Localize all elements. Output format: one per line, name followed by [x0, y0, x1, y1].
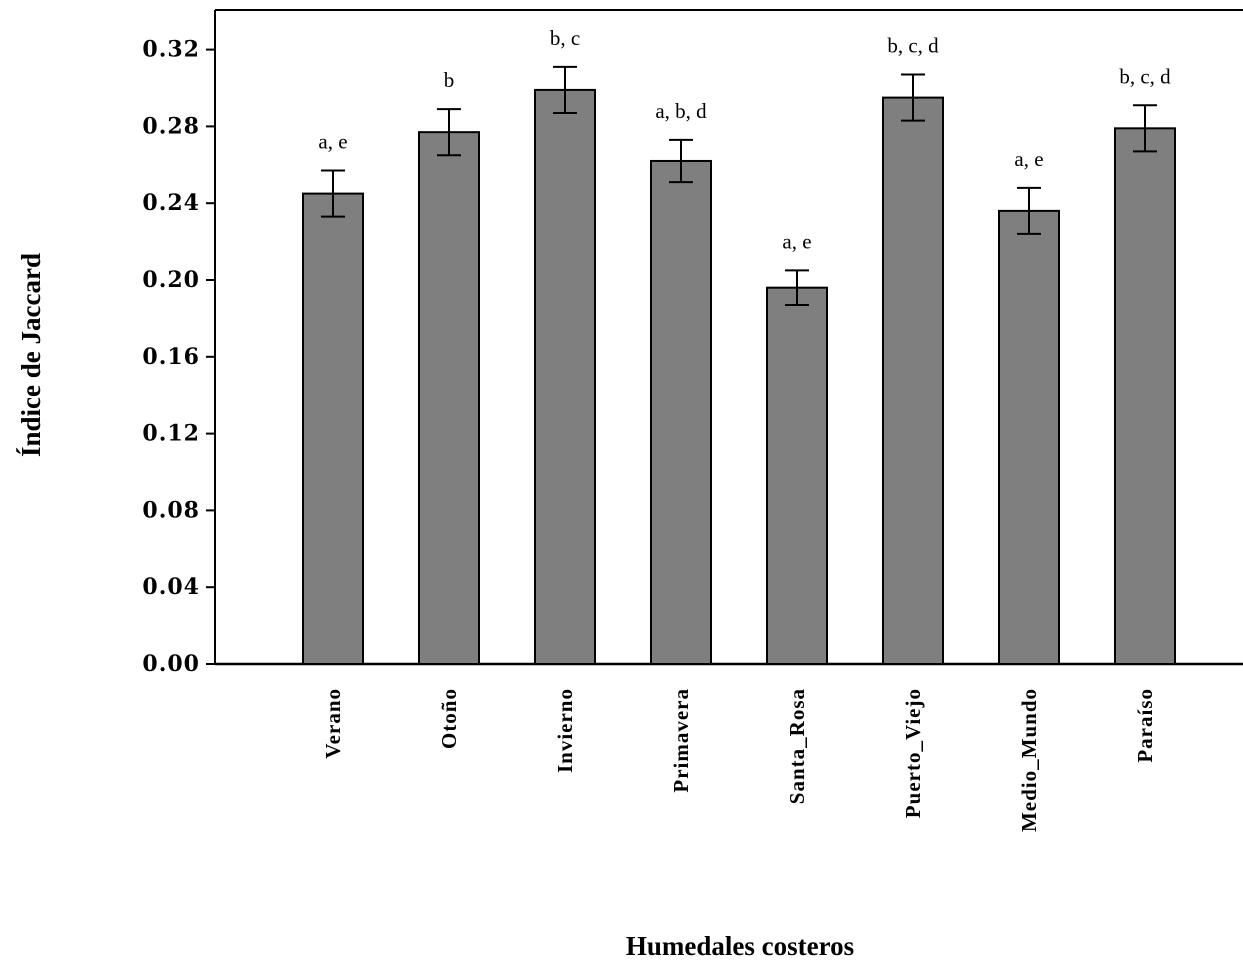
category-label: Otoño — [437, 688, 461, 749]
y-tick-label: 0.04 — [142, 574, 200, 600]
category-label: Primavera — [669, 688, 693, 793]
category-label: Verano — [321, 688, 345, 759]
significance-label: b, c, d — [1119, 64, 1171, 88]
y-tick-label: 0.20 — [142, 267, 200, 293]
significance-label: a, b, d — [655, 99, 707, 123]
bar — [998, 209, 1060, 665]
significance-label: b, c, d — [887, 34, 939, 58]
category-label: Puerto_Viejo — [901, 688, 925, 818]
x-axis-title: Humedales costeros — [626, 931, 854, 961]
bar — [650, 159, 712, 666]
y-tick-label: 0.16 — [142, 344, 200, 370]
y-tick-label: 0.00 — [142, 651, 200, 677]
bar — [418, 131, 480, 666]
bar — [882, 96, 944, 666]
category-label: Santa_Rosa — [785, 688, 809, 804]
significance-label: a, e — [782, 229, 811, 253]
y-tick-label: 0.12 — [142, 421, 200, 447]
category-label: Medio_Mundo — [1017, 688, 1041, 832]
y-tick-label: 0.08 — [142, 497, 200, 523]
bar — [302, 192, 364, 665]
y-tick-label: 0.28 — [142, 113, 200, 139]
significance-label: a, e — [1014, 147, 1043, 171]
y-tick-label: 0.32 — [142, 37, 200, 63]
category-label: Invierno — [553, 688, 577, 773]
significance-label: a, e — [318, 130, 347, 154]
bar — [766, 286, 828, 665]
category-label: Paraíso — [1133, 688, 1157, 763]
y-tick-label: 0.24 — [142, 190, 200, 216]
plot-area: 0.00 0.04 0.08 0.12 0.16 0.20 0.24 0.28 0.32 a, e… — [142, 9, 1243, 832]
y-axis-title: Índice de Jaccard — [16, 253, 46, 457]
bar — [534, 88, 596, 666]
significance-label: b, c — [550, 26, 580, 50]
bar — [1114, 127, 1176, 665]
significance-label: b — [444, 68, 455, 92]
